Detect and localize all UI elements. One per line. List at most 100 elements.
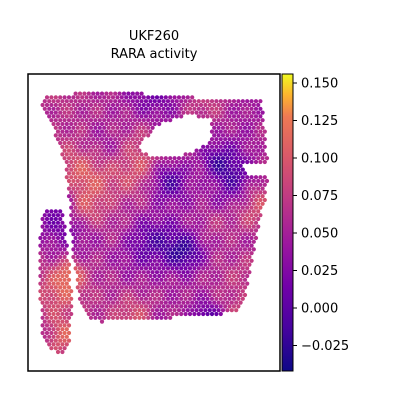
tissue-spot <box>91 228 96 233</box>
tissue-spot <box>139 311 144 317</box>
tissue-spot <box>152 197 157 203</box>
tissue-spot <box>82 129 87 134</box>
tissue-spot <box>225 178 230 184</box>
tissue-spot <box>77 144 83 149</box>
tissue-spot <box>55 273 61 279</box>
tissue-spot <box>53 285 58 290</box>
tissue-spot <box>99 144 105 149</box>
tissue-spot <box>238 209 243 214</box>
tissue-spot <box>256 186 261 191</box>
tissue-spot <box>238 125 243 130</box>
tissue-spot <box>75 247 80 252</box>
tissue-spot <box>198 216 204 222</box>
tissue-spot <box>86 228 91 233</box>
tissue-spot <box>253 106 259 111</box>
tissue-spot <box>245 266 250 271</box>
tissue-spot <box>121 304 127 309</box>
tissue-spot <box>150 300 155 305</box>
tissue-spot <box>71 201 76 206</box>
tissue-spot <box>209 296 215 301</box>
tissue-spot <box>119 262 124 267</box>
tissue-spot <box>201 144 206 149</box>
tissue-spot <box>229 232 234 237</box>
tissue-spot <box>139 152 144 157</box>
tissue-spot <box>154 178 160 184</box>
tissue-spot <box>91 99 96 104</box>
tissue-spot <box>40 239 45 244</box>
tissue-spot <box>95 129 100 134</box>
tissue-spot <box>183 175 188 180</box>
tissue-spot <box>80 133 85 138</box>
tissue-spot <box>260 140 265 146</box>
tissue-spot <box>168 239 173 244</box>
tissue-spot <box>126 114 131 119</box>
tissue-spot <box>176 102 182 108</box>
tissue-spot <box>236 144 241 149</box>
tissue-spot <box>234 262 239 267</box>
tissue-spot <box>80 95 85 100</box>
tissue-spot <box>176 209 182 214</box>
tissue-spot <box>82 167 87 172</box>
tissue-spot <box>176 247 182 252</box>
tissue-spot <box>93 148 98 153</box>
tissue-spot <box>55 349 61 355</box>
tissue-spot <box>119 239 124 244</box>
tissue-spot <box>93 224 98 229</box>
tissue-spot <box>212 140 217 146</box>
tissue-spot <box>40 315 45 320</box>
tissue-spot <box>168 102 173 108</box>
tissue-spot <box>91 121 96 127</box>
tissue-spot <box>73 144 78 149</box>
tissue-spot <box>113 273 118 279</box>
tissue-spot <box>69 296 74 301</box>
tissue-spot <box>205 258 210 263</box>
tissue-spot <box>249 159 254 165</box>
tissue-spot <box>234 300 239 305</box>
tissue-spot <box>38 243 43 248</box>
tissue-spot <box>251 110 256 115</box>
tissue-spot <box>108 121 113 127</box>
tissue-spot <box>66 110 72 115</box>
tissue-spot <box>205 251 210 256</box>
tissue-spot <box>66 178 72 184</box>
tissue-spot <box>126 175 131 180</box>
tissue-spot <box>154 95 160 100</box>
tissue-spot <box>181 102 186 108</box>
tissue-spot <box>161 235 166 241</box>
tissue-spot <box>150 178 155 184</box>
tissue-spot <box>97 224 102 229</box>
tissue-spot <box>212 201 217 206</box>
tissue-spot <box>139 235 144 241</box>
tissue-spot <box>80 285 85 290</box>
tissue-spot <box>238 262 243 267</box>
tissue-spot <box>260 118 265 123</box>
tissue-spot <box>249 243 254 248</box>
tissue-spot <box>205 114 210 119</box>
tissue-spot <box>179 235 184 241</box>
tissue-spot <box>108 258 113 263</box>
tissue-spot <box>51 251 56 256</box>
tissue-spot <box>117 190 122 195</box>
tissue-spot <box>225 156 230 161</box>
tissue-spot <box>201 197 206 203</box>
tissue-spot <box>203 110 208 115</box>
tissue-spot <box>99 258 105 263</box>
tissue-spot <box>106 163 111 168</box>
tissue-spot <box>106 232 111 237</box>
tissue-spot <box>86 175 91 180</box>
tissue-spot <box>172 262 177 267</box>
tissue-spot <box>154 186 160 191</box>
tissue-spot <box>108 296 113 301</box>
tissue-spot <box>207 247 212 252</box>
tissue-spot <box>253 144 259 149</box>
tissue-spot <box>113 235 118 241</box>
tissue-spot <box>130 235 135 241</box>
tissue-spot <box>260 178 265 184</box>
tissue-spot <box>245 213 250 218</box>
tissue-spot <box>97 254 102 260</box>
tissue-spot <box>137 292 142 298</box>
tissue-spot <box>227 190 232 195</box>
tissue-spot <box>183 228 188 233</box>
tissue-spot <box>187 251 193 256</box>
tissue-spot <box>161 304 166 309</box>
